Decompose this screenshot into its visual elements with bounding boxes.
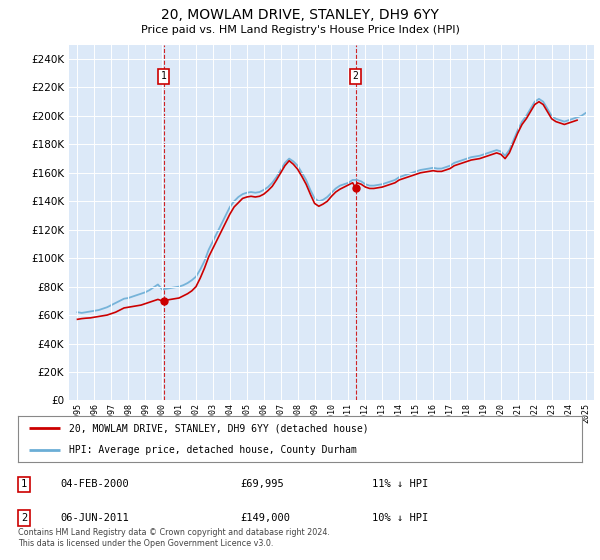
Text: 2: 2 [21, 513, 27, 523]
Text: Contains HM Land Registry data © Crown copyright and database right 2024.
This d: Contains HM Land Registry data © Crown c… [18, 528, 330, 548]
Text: £69,995: £69,995 [240, 479, 284, 489]
Text: 1: 1 [161, 71, 167, 81]
Text: 2: 2 [353, 71, 359, 81]
Text: £149,000: £149,000 [240, 513, 290, 523]
Text: Price paid vs. HM Land Registry's House Price Index (HPI): Price paid vs. HM Land Registry's House … [140, 25, 460, 35]
Text: HPI: Average price, detached house, County Durham: HPI: Average price, detached house, Coun… [69, 445, 356, 455]
Text: 20, MOWLAM DRIVE, STANLEY, DH9 6YY: 20, MOWLAM DRIVE, STANLEY, DH9 6YY [161, 8, 439, 22]
Text: 06-JUN-2011: 06-JUN-2011 [60, 513, 129, 523]
Text: 11% ↓ HPI: 11% ↓ HPI [372, 479, 428, 489]
Text: 04-FEB-2000: 04-FEB-2000 [60, 479, 129, 489]
Text: 1: 1 [21, 479, 27, 489]
Text: 20, MOWLAM DRIVE, STANLEY, DH9 6YY (detached house): 20, MOWLAM DRIVE, STANLEY, DH9 6YY (deta… [69, 423, 368, 433]
Text: 10% ↓ HPI: 10% ↓ HPI [372, 513, 428, 523]
